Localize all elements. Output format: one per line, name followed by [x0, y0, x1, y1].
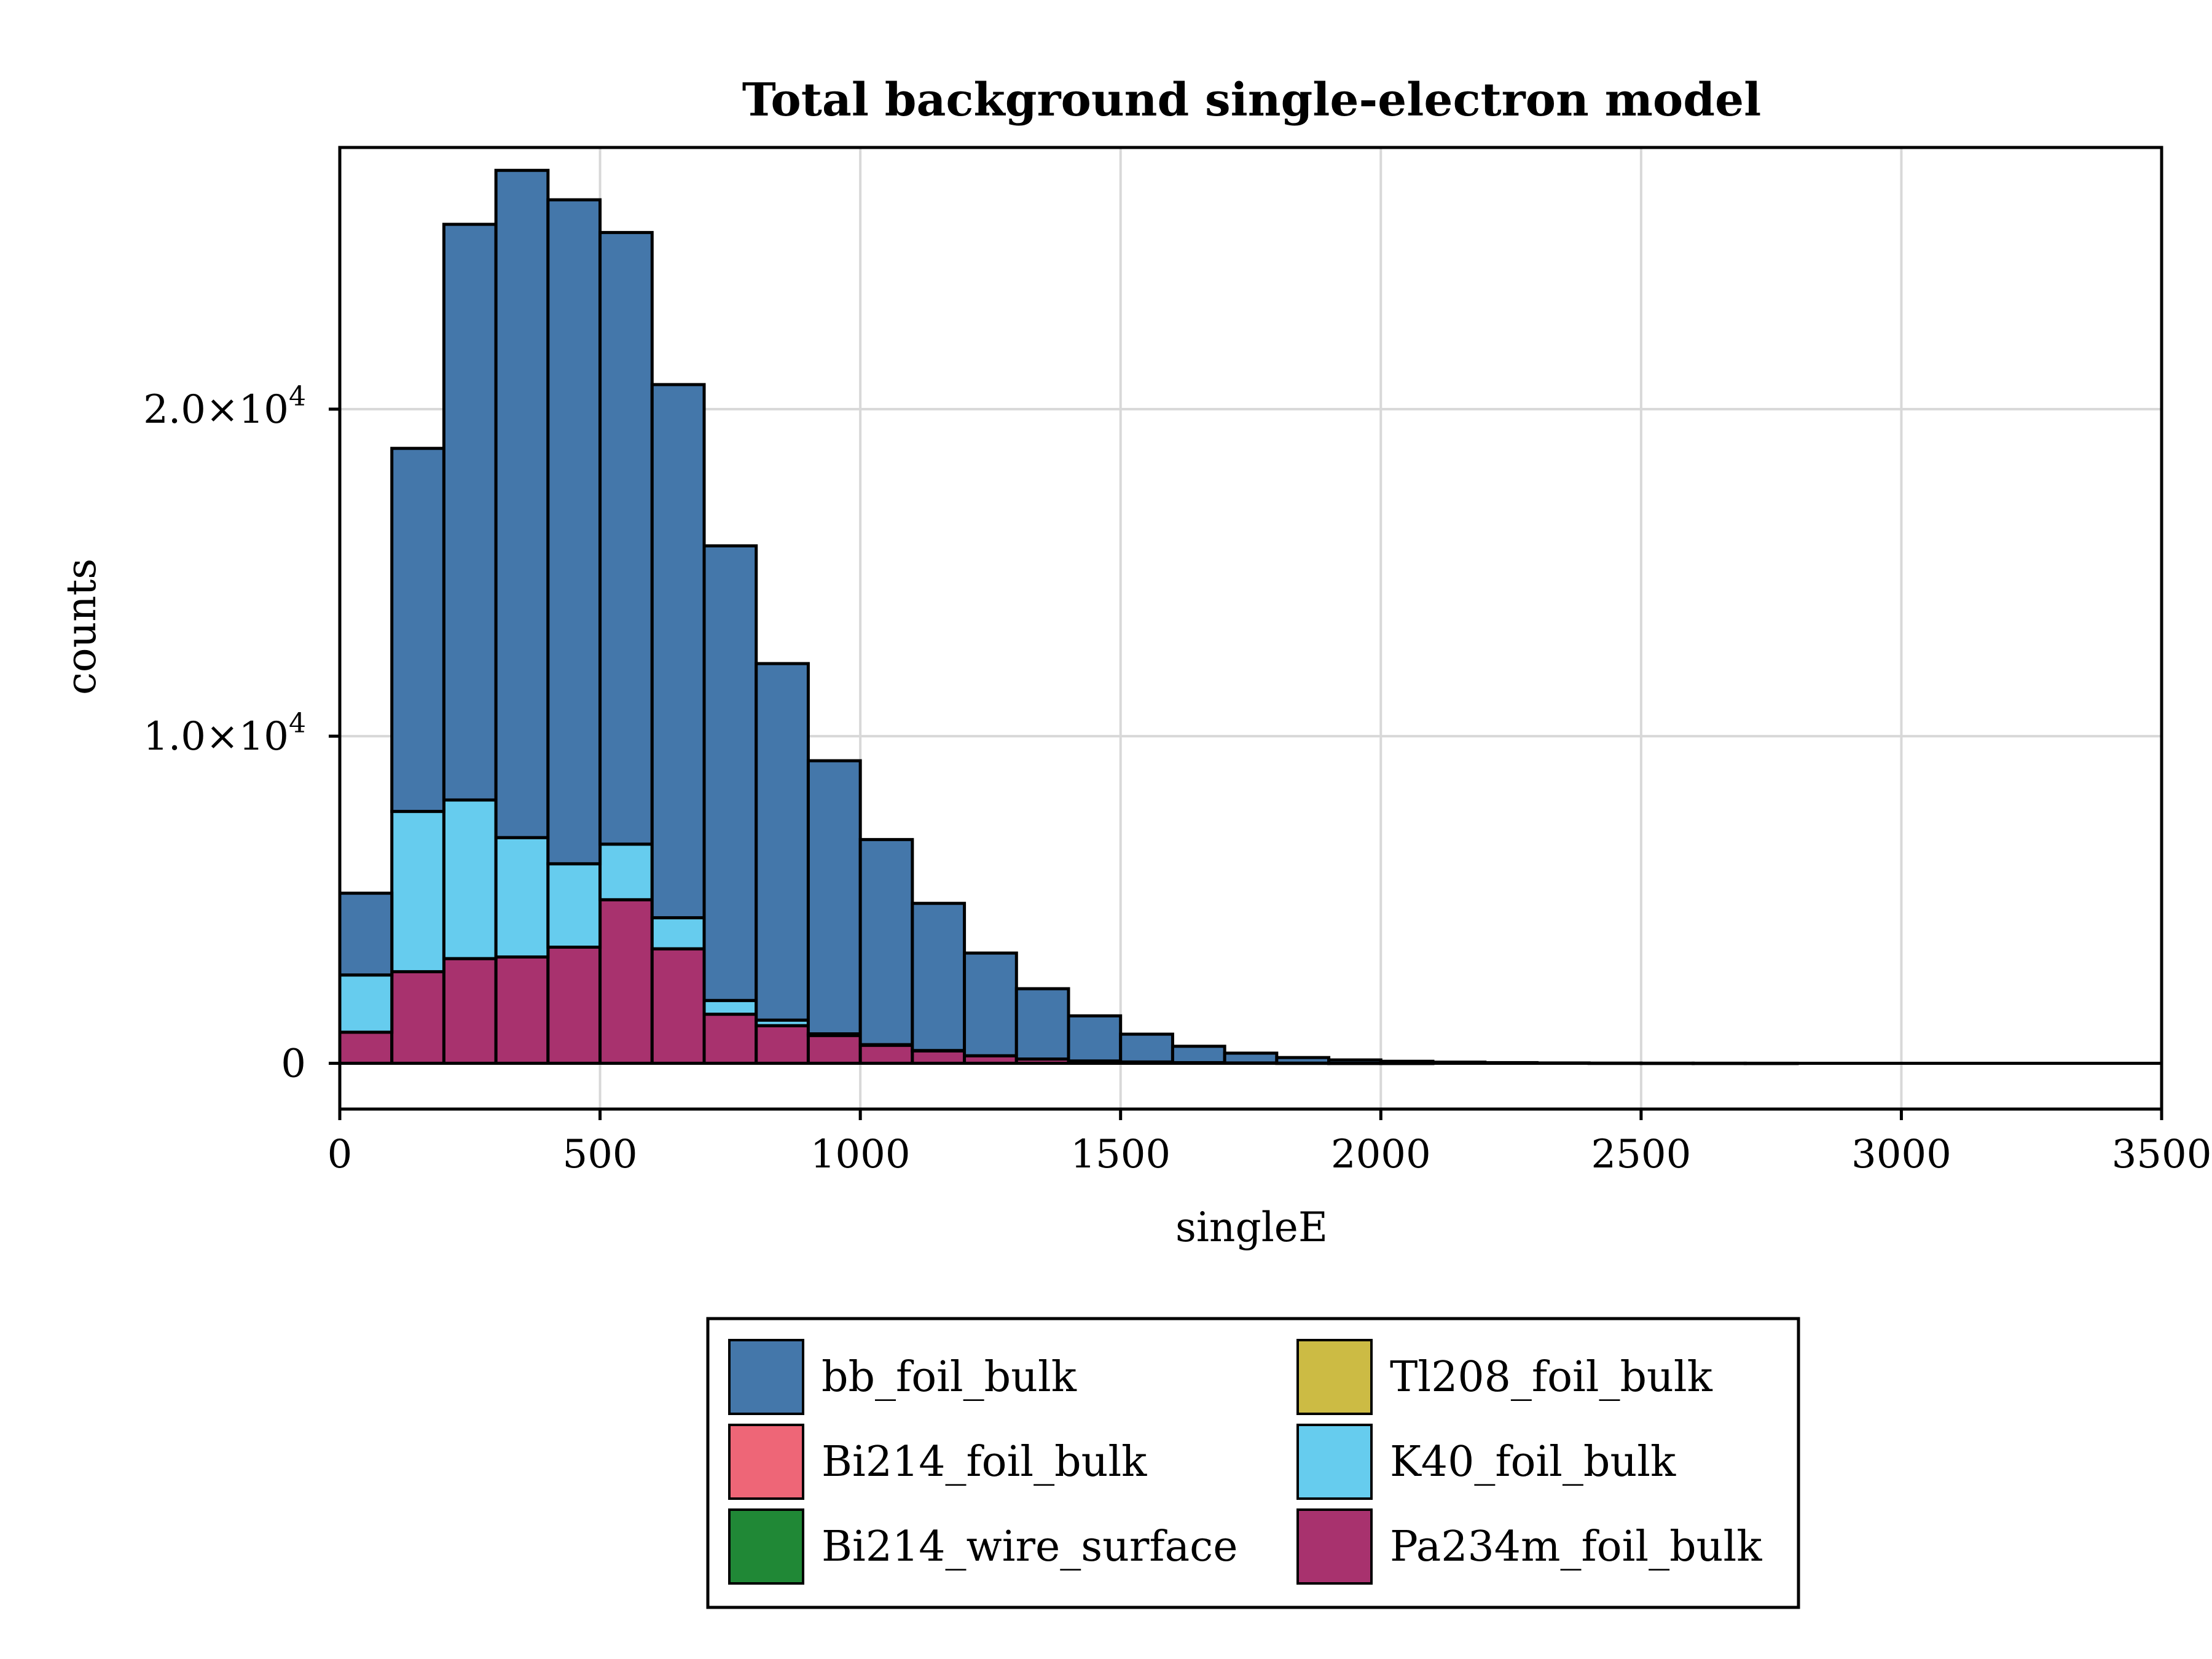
histogram-bar: [963, 951, 1018, 1057]
histogram-bar: [1067, 1014, 1123, 1063]
histogram-bar: [338, 892, 394, 977]
histogram-bar: [442, 798, 498, 960]
x-tick-label: 1000: [810, 1132, 911, 1177]
legend-swatch: [1296, 1508, 1373, 1585]
histogram-bar: [858, 1043, 914, 1065]
x-tick-label: 2500: [1591, 1132, 1691, 1177]
histogram-bar: [442, 222, 498, 802]
bars: [338, 168, 1799, 1065]
legend-label: Bi214_wire_surface: [822, 1523, 1237, 1571]
x-tick-label: 500: [562, 1132, 637, 1177]
x-tick-label: 0: [327, 1132, 353, 1177]
histogram-bar: [390, 970, 445, 1065]
x-tick-label: 2000: [1331, 1132, 1431, 1177]
histogram-bar: [755, 1024, 810, 1065]
histogram-bar: [650, 916, 706, 951]
histogram-bar: [702, 544, 758, 1002]
histogram-bar: [598, 230, 654, 846]
y-axis-label: counts: [58, 559, 105, 695]
legend-label: Bi214_foil_bulk: [822, 1438, 1147, 1486]
histogram-bar: [338, 1030, 394, 1065]
plot-frame: [338, 146, 2163, 1111]
histogram-bar: [806, 1033, 862, 1065]
histogram-bar: [338, 973, 394, 1034]
legend-box: [706, 1317, 1800, 1609]
histogram-bar: [858, 837, 914, 1046]
y-tick-label: 0: [281, 1041, 306, 1086]
histogram-bar: [494, 168, 550, 839]
legend-label: Pa234m_foil_bulk: [1390, 1523, 1762, 1571]
x-axis-label: singleE: [1175, 1204, 1328, 1251]
histogram-bar: [702, 998, 758, 1016]
x-tick-label: 3500: [2112, 1132, 2212, 1177]
histogram-bar: [546, 862, 602, 949]
legend-label: Tl208_foil_bulk: [1390, 1353, 1713, 1402]
legend-swatch: [1296, 1424, 1373, 1500]
y-tick-label: 2.0×104: [143, 381, 306, 433]
legend-label: bb_foil_bulk: [822, 1353, 1077, 1402]
histogram-bar: [911, 1049, 967, 1065]
histogram-bar: [598, 842, 654, 901]
legend-swatch: [728, 1339, 804, 1415]
histogram-bar: [1014, 987, 1070, 1061]
histogram-bar: [1119, 1032, 1174, 1064]
histogram-bar: [702, 1013, 758, 1065]
histogram-bar: [650, 383, 706, 920]
histogram-bar: [598, 898, 654, 1065]
histogram-bar: [494, 836, 550, 959]
chart-title: Total background single-electron model: [742, 74, 1761, 127]
histogram-bar: [442, 957, 498, 1065]
histogram-bar: [494, 955, 550, 1065]
histogram-bar: [390, 810, 445, 973]
legend-swatch: [1296, 1339, 1373, 1415]
histogram-bar: [1223, 1051, 1279, 1065]
histogram-bar: [1171, 1045, 1226, 1064]
histogram-bar: [911, 901, 967, 1053]
legend-swatch: [728, 1424, 804, 1500]
histogram-bar: [755, 662, 810, 1022]
axes: 0 500 1000 1500 2000 2500 3000 3500 0 1.0×104 2.0×…: [143, 146, 2212, 1177]
x-tick-label: 3000: [1851, 1132, 1951, 1177]
histogram-bar: [650, 947, 706, 1065]
histogram-bar: [546, 946, 602, 1065]
legend-swatch: [728, 1508, 804, 1585]
y-tick-label: 1.0×104: [143, 708, 306, 759]
legend: bb_foil_bulk Bi214_foil_bulk Bi214_wire_su…: [706, 1317, 1800, 1609]
legend-label: K40_foil_bulk: [1390, 1438, 1676, 1486]
histogram-bar: [546, 198, 602, 866]
x-tick-label: 1500: [1070, 1132, 1171, 1177]
histogram-bar: [390, 447, 445, 814]
histogram-bar: [806, 759, 862, 1036]
